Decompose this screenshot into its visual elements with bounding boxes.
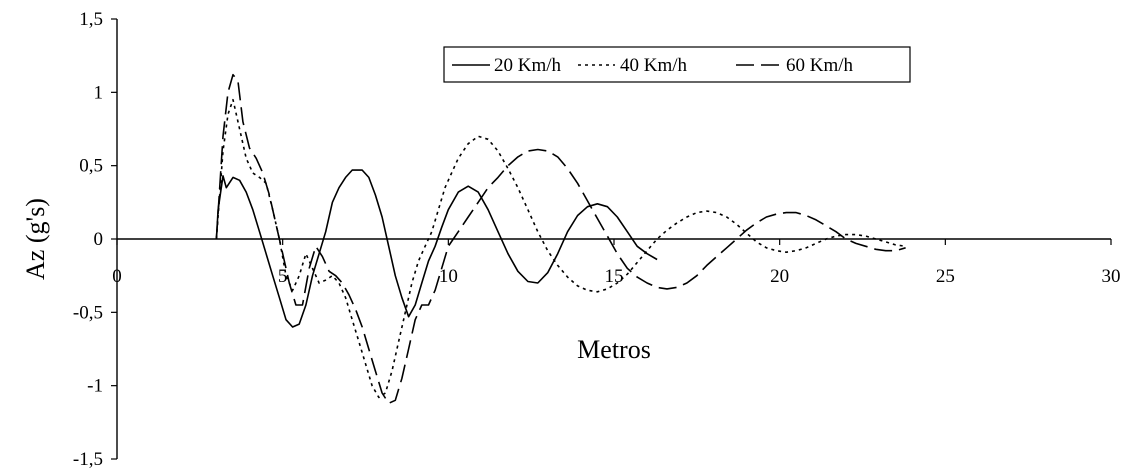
y-tick-label: -0,5 [73,302,103,323]
y-tick-label: 1,5 [79,9,103,30]
x-axis-title: Metros [577,335,651,364]
x-tick-label: 25 [936,266,955,287]
series-line-1 [215,169,658,328]
x-tick-label: 15 [605,266,624,287]
x-tick-label: 0 [112,266,122,287]
legend: 20 Km/h 40 Km/h 60 Km/h [443,46,911,83]
legend-label-60: 60 Km/h [786,55,854,76]
series-layer [215,73,906,405]
x-tick-label: 20 [770,266,789,287]
y-tick-label: 0,5 [79,156,103,177]
x-tick-label: 5 [278,266,288,287]
y-axis-title: Az (g's) [21,198,50,280]
axis-ticks: -1,5 -1 -0,5 0 0,5 1 1,5 0 5 10 15 20 25 30 [73,9,1121,470]
legend-box [443,46,911,83]
series-line-3 [215,73,906,405]
series-line-2 [215,98,906,399]
y-tick-label: 0 [94,229,104,250]
legend-label-20: 20 Km/h [494,55,562,76]
y-tick-label: -1,5 [73,449,103,470]
x-tick-label: 30 [1102,266,1121,287]
x-tick-label: 10 [439,266,458,287]
y-tick-label: 1 [94,82,104,103]
y-tick-label: -1 [87,376,103,397]
legend-label-40: 40 Km/h [620,55,688,76]
